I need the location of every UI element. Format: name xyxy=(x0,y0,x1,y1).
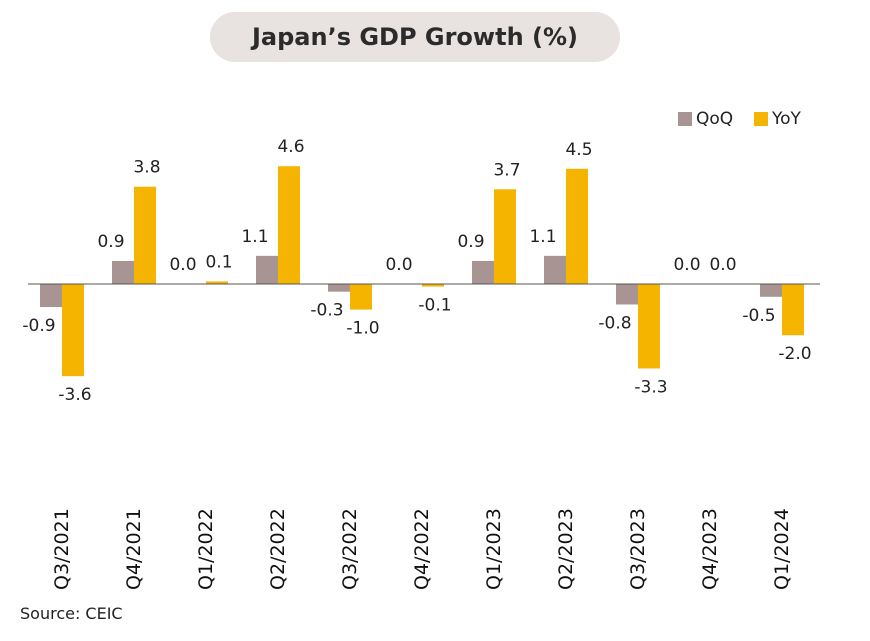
x-tick-label-Q4/2021: Q4/2021 xyxy=(123,508,145,590)
bar-yoy-Q1/2023 xyxy=(494,189,516,284)
bar-yoy-Q3/2023 xyxy=(638,284,660,369)
data-label-yoy-Q1/2024: -2.0 xyxy=(778,344,811,364)
data-label-yoy-Q4/2023: 0.0 xyxy=(709,255,736,275)
data-label-qoq-Q1/2023: 0.9 xyxy=(457,232,484,252)
data-label-qoq-Q4/2022: 0.0 xyxy=(385,255,412,275)
data-label-qoq-Q1/2024: -0.5 xyxy=(742,306,775,326)
x-tick-label-Q1/2024: Q1/2024 xyxy=(771,508,793,590)
legend-swatch-qoq xyxy=(678,112,692,126)
data-label-yoy-Q1/2023: 3.7 xyxy=(493,160,520,180)
x-tick-label-Q3/2022: Q3/2022 xyxy=(339,508,361,590)
data-label-yoy-Q4/2021: 3.8 xyxy=(133,158,160,178)
bar-yoy-Q2/2023 xyxy=(566,168,588,284)
data-label-qoq-Q3/2023: -0.8 xyxy=(598,313,631,333)
data-label-yoy-Q1/2022: 0.1 xyxy=(205,252,232,272)
bar-yoy-Q4/2021 xyxy=(134,186,156,284)
data-label-yoy-Q2/2023: 4.5 xyxy=(565,140,592,160)
bar-yoy-Q1/2024 xyxy=(782,284,804,336)
bar-qoq-Q3/2022 xyxy=(328,284,350,292)
data-label-yoy-Q3/2021: -3.6 xyxy=(58,385,91,405)
data-label-qoq-Q2/2023: 1.1 xyxy=(529,227,556,247)
bar-qoq-Q4/2021 xyxy=(112,260,134,284)
data-label-yoy-Q4/2022: -0.1 xyxy=(418,296,451,316)
legend-label-yoy: YoY xyxy=(771,109,802,129)
data-label-yoy-Q3/2022: -1.0 xyxy=(346,319,379,339)
data-label-yoy-Q2/2022: 4.6 xyxy=(277,137,304,157)
x-tick-label-Q1/2022: Q1/2022 xyxy=(195,508,217,590)
chart-title: Japan’s GDP Growth (%) xyxy=(210,12,620,62)
data-label-yoy-Q3/2023: -3.3 xyxy=(634,377,667,397)
bar-qoq-Q3/2023 xyxy=(616,284,638,305)
x-tick-label-Q4/2023: Q4/2023 xyxy=(699,508,721,590)
bar-yoy-Q3/2021 xyxy=(62,284,84,377)
x-tick-label-Q3/2021: Q3/2021 xyxy=(51,508,73,590)
bar-qoq-Q2/2022 xyxy=(256,255,278,284)
x-tick-label-Q1/2023: Q1/2023 xyxy=(483,508,505,590)
bar-qoq-Q1/2023 xyxy=(472,260,494,284)
bar-qoq-Q1/2024 xyxy=(760,284,782,297)
data-label-qoq-Q3/2021: -0.9 xyxy=(22,316,55,336)
data-label-qoq-Q3/2022: -0.3 xyxy=(310,301,343,321)
legend-swatch-yoy xyxy=(754,112,768,126)
source-note: Source: CEIC xyxy=(20,604,123,623)
bar-yoy-Q3/2022 xyxy=(350,284,372,310)
legend-label-qoq: QoQ xyxy=(696,109,733,129)
data-label-qoq-Q1/2022: 0.0 xyxy=(169,255,196,275)
x-tick-label-Q2/2023: Q2/2023 xyxy=(555,508,577,590)
bar-yoy-Q1/2022 xyxy=(206,281,228,284)
bar-qoq-Q3/2021 xyxy=(40,284,62,308)
data-label-qoq-Q4/2023: 0.0 xyxy=(673,255,700,275)
bar-yoy-Q4/2022 xyxy=(422,284,444,287)
x-tick-label-Q4/2022: Q4/2022 xyxy=(411,508,433,590)
x-tick-label-Q2/2022: Q2/2022 xyxy=(267,508,289,590)
data-label-qoq-Q2/2022: 1.1 xyxy=(241,227,268,247)
x-tick-label-Q3/2023: Q3/2023 xyxy=(627,508,649,590)
bar-qoq-Q2/2023 xyxy=(544,255,566,284)
data-label-qoq-Q4/2021: 0.9 xyxy=(97,232,124,252)
bar-yoy-Q2/2022 xyxy=(278,166,300,284)
